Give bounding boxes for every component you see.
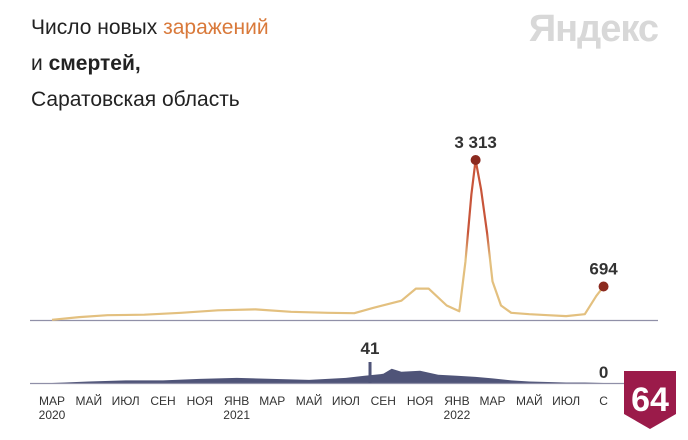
deaths-annotation-spike-0 [368,362,372,383]
badge-shield [624,371,676,429]
x-tick-label-0: МАР [39,394,65,408]
x-tick-label-4: НОЯ [187,394,213,408]
x-tick-label-13: МАЙ [516,393,543,408]
x-tick-year-0: 2020 [39,408,66,422]
x-tick-year-11: 2022 [444,408,471,422]
x-tick-label-6: МАР [259,394,285,408]
title-line2-prefix: и [31,52,49,75]
cases-annotation-dot-0 [470,155,481,165]
x-tick-label-8: ИЮЛ [332,394,360,408]
x-tick-label-9: СЕН [371,394,396,408]
title-line-3: Саратовская область [31,88,240,111]
region-badge: 64 [620,368,680,432]
cases-series-line [51,158,605,321]
cases-annotation-dot-1 [598,281,609,292]
chart-title: Число новых заражений и смертей, Саратов… [31,10,269,118]
x-tick-label-3: СЕН [150,394,175,408]
deaths-annotation-label-1: 0 [599,363,608,382]
deaths-series-area [52,368,604,383]
title-line2-bold: смертей [48,52,135,75]
title-prefix: Число новых [31,16,164,39]
deaths-annotation-label-0: 41 [361,339,380,358]
cases-annotation-label-0: 3 313 [454,133,497,152]
x-tick-label-14: ИЮЛ [552,394,580,408]
cases-annotation-label-1: 694 [589,259,618,278]
x-tick-label-11: ЯНВ [444,394,469,408]
x-tick-label-2: ИЮЛ [112,394,140,408]
x-tick-label-12: МАР [480,394,506,408]
title-accent: заражений [163,16,269,39]
title-line-2: и смертей, [31,46,269,82]
badge-label: 64 [631,381,669,419]
title-line-1: Число новых заражений [31,10,269,46]
x-tick-label-5: ЯНВ [224,394,249,408]
x-tick-year-5: 2021 [223,408,250,422]
x-tick-label-1: МАЙ [75,393,102,408]
brand-logo: Яндекс [528,8,659,50]
x-tick-label-10: НОЯ [407,394,433,408]
title-line2-suffix: , [134,52,141,75]
x-tick-label-15: С [599,394,608,408]
x-tick-label-7: МАЙ [296,393,323,408]
